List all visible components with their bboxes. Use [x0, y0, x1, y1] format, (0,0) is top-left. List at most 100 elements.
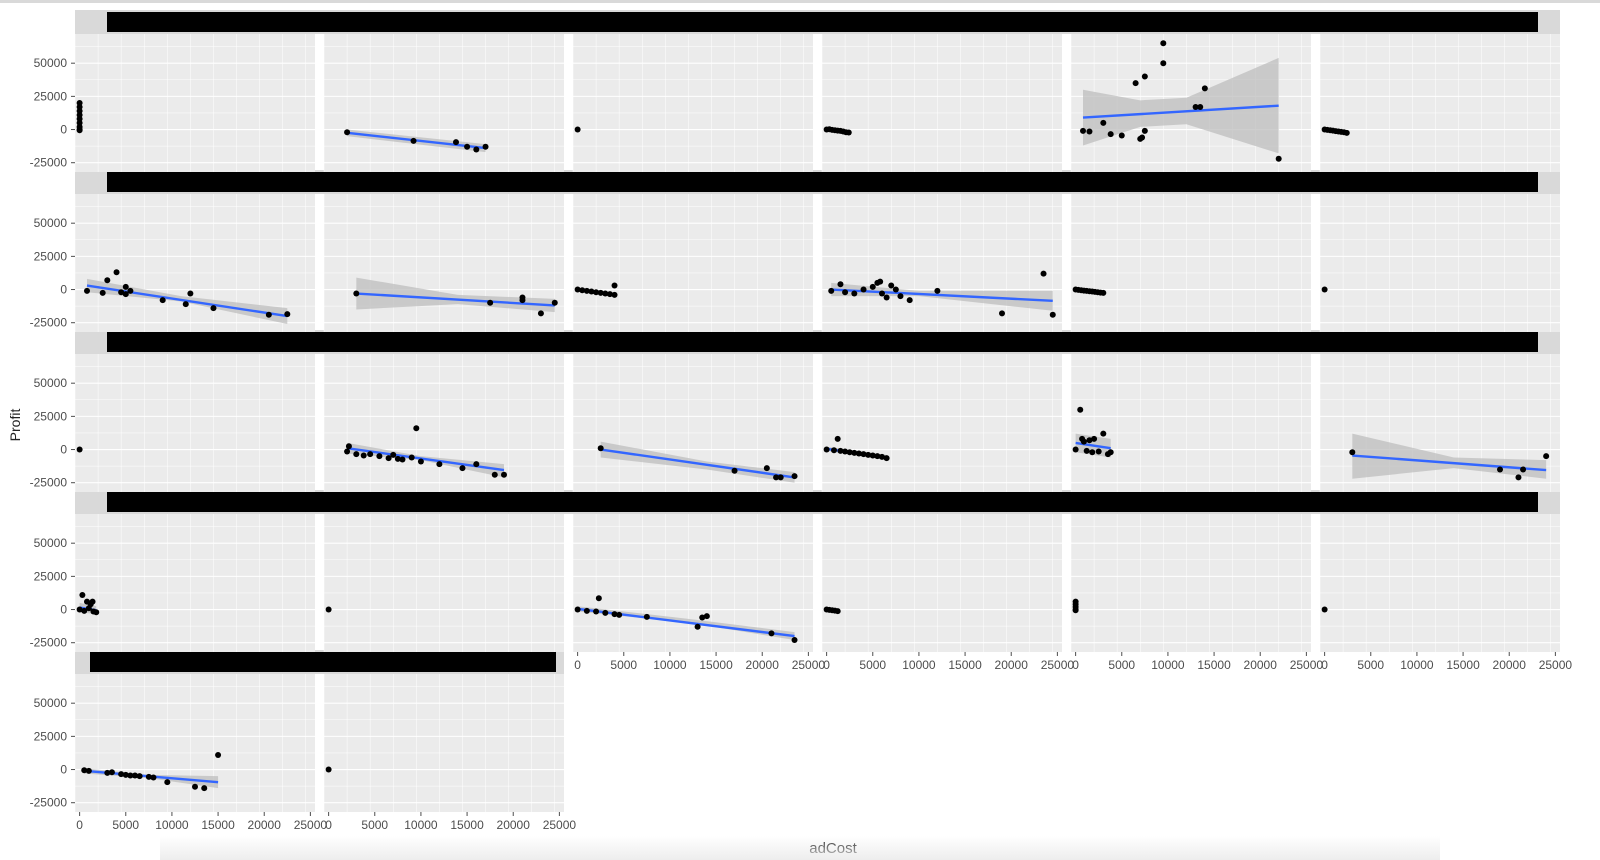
x-tick-label: 0 — [574, 658, 581, 672]
data-point — [1100, 430, 1107, 437]
data-point — [122, 771, 129, 778]
data-point — [611, 291, 618, 298]
facet-panel — [572, 34, 813, 172]
x-tick-label: 15000 — [1446, 658, 1480, 672]
facet-panel — [323, 674, 564, 812]
data-point — [768, 630, 775, 637]
x-tick-label: 20000 — [995, 658, 1029, 672]
data-point — [574, 606, 581, 613]
x-tick-label: 5000 — [112, 818, 139, 832]
data-point — [1118, 132, 1125, 139]
x-tick-label: 5000 — [859, 658, 886, 672]
facet-strip-label-redacted — [90, 652, 556, 672]
data-point — [182, 301, 189, 308]
x-tick-label: 0 — [1072, 658, 1079, 672]
data-point — [284, 311, 291, 318]
data-point — [869, 452, 876, 459]
data-point — [551, 299, 558, 306]
data-point — [145, 773, 152, 780]
data-point — [122, 283, 129, 290]
data-point — [845, 129, 852, 136]
axes-layer: 50000250000-2500050000250000-25000500002… — [30, 56, 1573, 832]
panel-background — [573, 194, 813, 332]
data-point — [325, 766, 332, 773]
x-tick-label: 25000 — [294, 818, 328, 832]
data-point — [464, 143, 471, 150]
data-point — [201, 785, 208, 792]
data-point — [353, 451, 360, 458]
data-point — [1107, 131, 1114, 138]
data-point — [104, 769, 111, 776]
y-tick-label: 50000 — [34, 216, 68, 230]
data-point — [413, 425, 420, 432]
data-point — [1543, 453, 1550, 460]
data-point — [906, 297, 913, 304]
y-tick-label: 50000 — [34, 376, 68, 390]
data-point — [837, 281, 844, 288]
data-point — [888, 282, 895, 289]
data-point — [699, 614, 706, 621]
data-point — [76, 446, 83, 453]
data-point — [579, 287, 586, 294]
data-point — [1321, 606, 1328, 613]
data-point — [1040, 270, 1047, 277]
data-point — [842, 448, 849, 455]
data-point — [831, 447, 837, 454]
x-tick-label: 25000 — [1041, 658, 1075, 672]
data-point — [473, 461, 480, 468]
x-tick-label: 10000 — [653, 658, 687, 672]
facet-panel — [1070, 194, 1311, 332]
data-point — [823, 446, 830, 453]
data-point — [1197, 103, 1204, 110]
data-point — [1077, 406, 1084, 413]
data-point — [1275, 155, 1282, 162]
data-point — [1141, 73, 1148, 80]
x-tick-label: 15000 — [699, 658, 733, 672]
data-point — [588, 288, 595, 295]
panel-background — [324, 194, 564, 332]
regression-line — [600, 448, 795, 479]
data-point — [473, 146, 480, 153]
data-point — [1086, 128, 1093, 135]
data-point — [1201, 85, 1208, 92]
facet-panel — [572, 354, 813, 492]
data-point — [76, 100, 83, 106]
facet-panel — [1319, 194, 1560, 332]
facet-panel — [821, 514, 1062, 652]
data-point — [1321, 286, 1328, 293]
data-point — [1086, 437, 1093, 444]
confidence-band — [1083, 57, 1279, 154]
data-point — [210, 305, 217, 312]
data-point — [1349, 449, 1356, 456]
data-point — [1160, 60, 1167, 67]
data-point — [865, 451, 872, 458]
data-point — [136, 773, 143, 780]
y-tick-label: 25000 — [34, 249, 68, 263]
data-point — [851, 449, 858, 456]
regression-line — [1352, 454, 1547, 472]
data-point — [367, 451, 374, 458]
y-tick-label: 25000 — [34, 89, 68, 103]
data-point — [879, 453, 885, 460]
facet-panel — [323, 514, 564, 652]
data-point — [187, 290, 194, 297]
facet-panel — [74, 34, 315, 172]
x-tick-label: 10000 — [902, 658, 936, 672]
y-tick-label: -25000 — [30, 156, 68, 170]
x-tick-label: 25000 — [1539, 658, 1573, 672]
x-tick-label: 15000 — [201, 818, 235, 832]
panels-layer — [74, 10, 1560, 812]
facet-panel — [323, 34, 564, 172]
panel-background — [75, 674, 315, 812]
data-point — [1520, 466, 1527, 473]
data-point — [1095, 448, 1102, 455]
data-point — [791, 637, 798, 644]
data-point — [89, 598, 96, 605]
panel-background — [324, 354, 564, 492]
regression-line — [1082, 104, 1279, 119]
data-point — [897, 293, 904, 300]
data-point — [883, 294, 890, 301]
data-point — [934, 287, 941, 294]
x-tick-label: 25000 — [543, 818, 577, 832]
data-point — [325, 606, 332, 613]
